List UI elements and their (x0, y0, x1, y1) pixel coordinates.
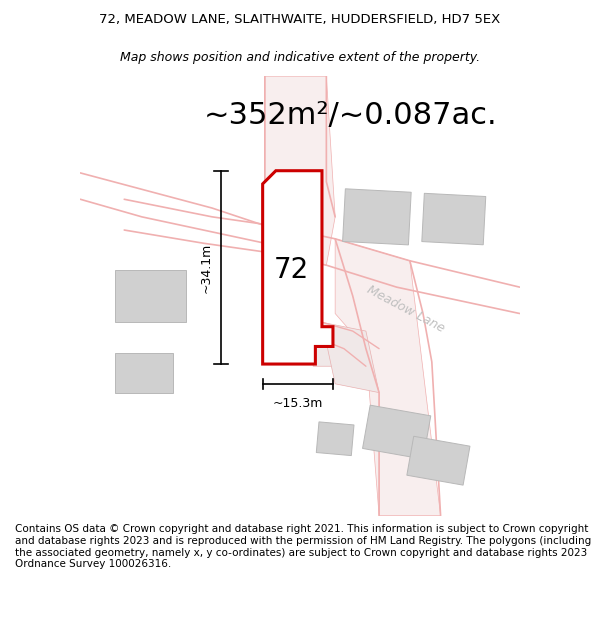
Bar (407, 436, 470, 485)
Bar (316, 422, 354, 456)
Bar (115, 353, 173, 392)
Bar (274, 230, 317, 269)
Polygon shape (322, 322, 379, 392)
Text: 72: 72 (274, 256, 309, 284)
Text: ~15.3m: ~15.3m (272, 397, 323, 410)
Bar (362, 405, 431, 459)
Polygon shape (265, 76, 335, 265)
Polygon shape (335, 239, 440, 516)
Polygon shape (263, 171, 333, 364)
Bar (422, 193, 486, 245)
Text: Contains OS data © Crown copyright and database right 2021. This information is : Contains OS data © Crown copyright and d… (15, 524, 591, 569)
Text: 72, MEADOW LANE, SLAITHWAITE, HUDDERSFIELD, HD7 5EX: 72, MEADOW LANE, SLAITHWAITE, HUDDERSFIE… (100, 12, 500, 26)
Bar (343, 189, 411, 245)
Polygon shape (313, 331, 353, 366)
Text: ~352m²/~0.087ac.: ~352m²/~0.087ac. (203, 101, 497, 130)
Text: Meadow Lane: Meadow Lane (364, 283, 446, 335)
Text: ~34.1m: ~34.1m (199, 242, 212, 292)
Bar (115, 269, 186, 322)
Text: Map shows position and indicative extent of the property.: Map shows position and indicative extent… (120, 51, 480, 64)
